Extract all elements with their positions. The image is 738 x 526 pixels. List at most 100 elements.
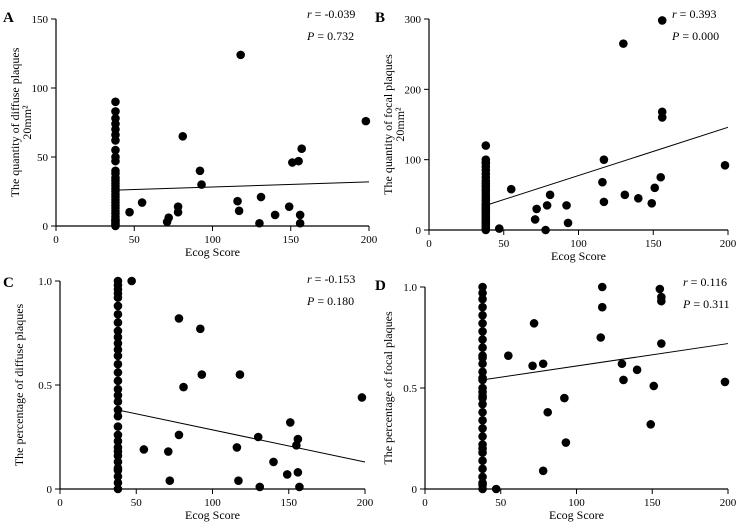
panel-c-data-point <box>293 434 303 444</box>
panel-d-data-point <box>478 464 487 474</box>
panel-d-data-point <box>478 367 487 377</box>
panel-d-data-point <box>478 424 487 433</box>
panel-d-p-symbol: P <box>682 297 691 311</box>
panel-a-data-point <box>255 218 264 228</box>
panel-c-data-point <box>113 345 123 354</box>
panel-c-data-point <box>113 368 123 377</box>
panel-c-r-value: = -0.153 <box>312 272 356 286</box>
panel-c-y-tick-label: 1.0 <box>38 276 52 288</box>
panel-a-y-axis-unit: 20mm² <box>20 105 34 140</box>
panel-b-data-point <box>656 172 666 182</box>
panel-a-data-point <box>137 198 147 207</box>
panel-d-x-tick-label: 150 <box>644 497 661 509</box>
panel-a-r-value: = -0.039 <box>312 7 356 21</box>
panel-c-data-point <box>113 332 123 342</box>
panel-d-data-point <box>619 375 628 385</box>
panel-c-p-value: = 0.180 <box>314 294 354 308</box>
panel-c-r-symbol: r <box>307 272 312 286</box>
panel-a: A 0 50 100 150 200 0 50 100 150 Ecog Score The quan… <box>3 7 378 259</box>
panel-b-data-point <box>494 224 504 233</box>
panel-a-data-point <box>125 207 134 217</box>
panel-b-r-value: = 0.393 <box>677 7 717 21</box>
panel-d-data-point <box>632 365 642 375</box>
panel-b-data-point <box>481 204 491 214</box>
panel-c-data-point <box>293 468 303 477</box>
panel-c-data-point <box>253 432 263 442</box>
panel-a-y-tick-label: 0 <box>43 221 49 233</box>
panel-b-data-point <box>563 218 573 228</box>
panel-a-y-axis-title: The quantity of diffuse plaques <box>8 47 22 197</box>
panel-c-x-tick-label: 100 <box>204 497 221 509</box>
panel-a-p-value: = 0.732 <box>314 29 354 43</box>
panel-b-data-point <box>530 215 540 224</box>
panel-a-data-point <box>236 50 245 60</box>
panel-a-x-axis-title: Ecog Score <box>185 245 240 259</box>
panel-c-data-point <box>113 359 123 369</box>
panel-c-p-stat: P = 0.180 <box>306 294 354 308</box>
panel-b-data-point <box>599 155 609 164</box>
panel-c-data-point <box>113 457 123 467</box>
panel-c-data-point <box>295 482 304 492</box>
panel-a-data-point <box>294 156 303 166</box>
panel-a-data-point <box>270 210 280 220</box>
panel-b-data-point <box>599 197 609 207</box>
panel-d-x-tick-label: 0 <box>422 497 428 509</box>
panel-a-data-point <box>197 180 206 189</box>
panel-c-data-point <box>113 301 123 311</box>
panel-c-data-point <box>113 465 123 475</box>
panel-c-data-point <box>285 418 295 427</box>
panel-b-data-point <box>532 204 541 214</box>
panel-c-data-point <box>174 430 184 440</box>
panel-d-data-point <box>478 343 487 352</box>
panel-d-data-point <box>657 292 666 302</box>
panel-c-data-point <box>255 482 265 492</box>
panel-c-y-tick-label: 0.5 <box>38 380 52 392</box>
panel-d-data-point <box>655 284 665 294</box>
panel-a-x-tick-label: 200 <box>361 234 378 246</box>
panel-b-fit-line <box>485 126 729 206</box>
panel-c-data-point <box>234 476 243 485</box>
panel-a-p-stat: P = 0.732 <box>306 29 354 43</box>
panel-d-data-point <box>646 420 656 429</box>
panel-a-x-tick-label: 150 <box>283 234 300 246</box>
panel-c-data-point <box>113 339 123 348</box>
panel-c-data-point <box>196 324 205 334</box>
panel-c-data-point <box>163 447 173 456</box>
panel-d-data-point <box>504 351 513 360</box>
panel-b-data-point <box>657 16 667 25</box>
panel-c: C 0 50 100 150 200 0 0.5 1.0 Ecog Score The percen… <box>3 272 374 522</box>
panel-d-data-point <box>649 381 659 391</box>
panel-a-data-point <box>295 210 305 220</box>
panel-d-data-point <box>478 294 487 304</box>
panel-c-data-point <box>197 370 207 379</box>
panel-a-data-point <box>111 166 120 176</box>
panel-c-data-point <box>113 436 123 446</box>
panel-c-data-point <box>113 478 123 488</box>
panel-d-r-symbol: r <box>683 275 688 289</box>
panel-a-r-stat: r = -0.039 <box>307 7 355 21</box>
panel-c-data-point <box>113 309 123 319</box>
panel-c-data-point <box>113 318 123 327</box>
panel-c-data-point <box>113 447 123 456</box>
panel-c-data-point <box>127 276 136 286</box>
panel-b-data-point <box>541 225 550 235</box>
panel-b-p-stat: P = 0.000 <box>671 29 719 43</box>
panel-d-data-point <box>478 373 487 383</box>
panel-c-data-point <box>235 370 245 379</box>
panel-a-data-point <box>195 166 205 176</box>
panel-d-data-point <box>478 282 487 292</box>
panel-d-data-point <box>478 393 487 403</box>
panel-a-p-symbol: P <box>306 29 315 43</box>
panel-d-y-axis-title: The percentage of focal plaques <box>381 311 395 465</box>
panel-c-data-point <box>232 443 242 452</box>
panel-c-x-tick-label: 150 <box>281 497 298 509</box>
panel-d-data-point <box>478 472 487 482</box>
panel-c-data-point <box>113 280 123 290</box>
panel-d-y-tick-label: 1.0 <box>403 282 417 294</box>
panel-a-y-tick-label: 50 <box>37 152 49 164</box>
panel-d-data-point <box>478 310 487 320</box>
panel-d-p-value: = 0.311 <box>690 297 729 311</box>
panel-d-fit-line <box>482 343 729 381</box>
panel-b-p-symbol: P <box>671 29 680 43</box>
